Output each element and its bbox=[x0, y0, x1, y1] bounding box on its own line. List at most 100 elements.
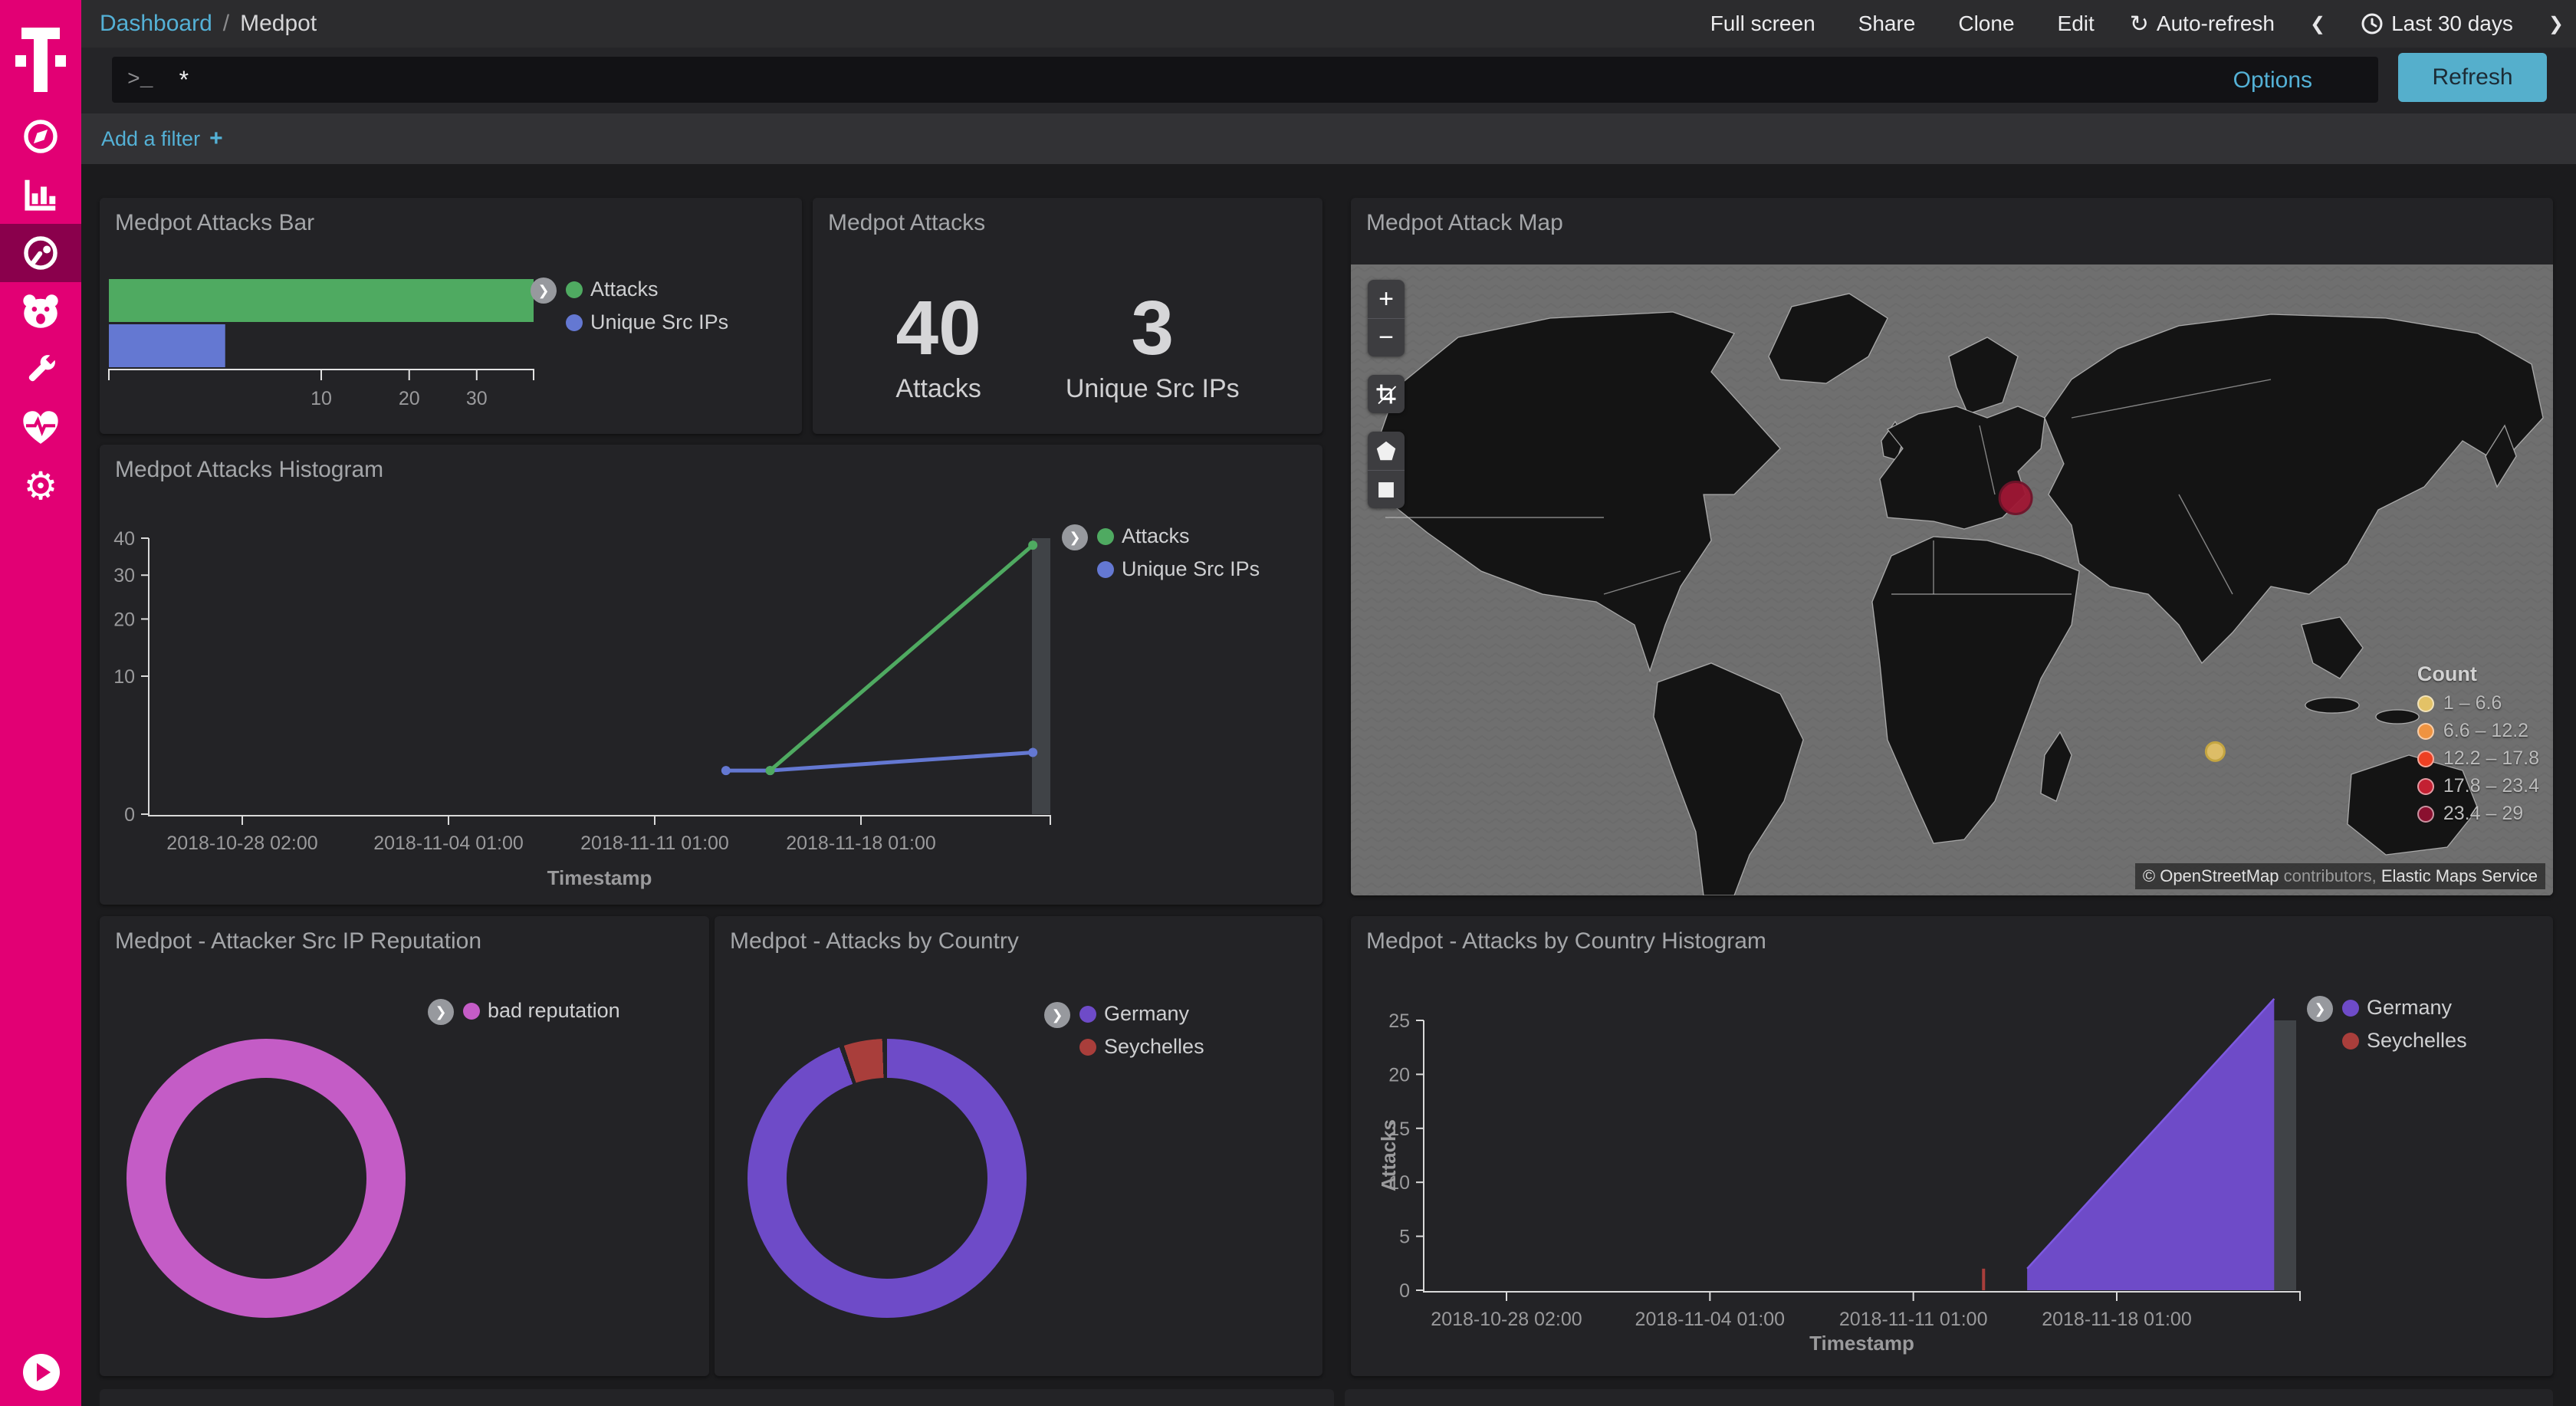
legend: ❯ bad reputation bbox=[428, 999, 620, 1025]
legend-color-dot bbox=[566, 314, 583, 331]
topbar-action-full-screen[interactable]: Full screen bbox=[1710, 11, 1815, 35]
add-filter-link[interactable]: Add a filter + bbox=[101, 126, 223, 151]
rectangle-icon bbox=[1378, 481, 1394, 498]
sidebar-item-management[interactable]: ⚙ bbox=[0, 457, 81, 515]
query-prompt-icon: >_ bbox=[127, 67, 153, 92]
panel-title: Medpot Attacks Bar bbox=[115, 210, 315, 235]
panel-title: Medpot - Attacks by Country Histogram bbox=[1366, 928, 1766, 954]
clock-icon bbox=[2361, 13, 2383, 34]
sidebar-item-devtools[interactable] bbox=[0, 340, 81, 399]
map-legend-dot bbox=[2417, 805, 2434, 823]
sidebar-item-dashboard[interactable] bbox=[0, 224, 81, 282]
legend-item[interactable]: Seychelles bbox=[2342, 1029, 2467, 1053]
refresh-button[interactable]: Refresh bbox=[2398, 53, 2547, 102]
legend-toggle-button[interactable]: ❯ bbox=[531, 278, 557, 304]
map-controls: + − bbox=[1368, 280, 1405, 508]
legend-item[interactable]: Unique Src IPs bbox=[566, 310, 728, 334]
country-borders bbox=[1385, 379, 2272, 595]
attack-markers bbox=[1998, 481, 2226, 762]
polygon-icon bbox=[1376, 441, 1396, 461]
query-options-link[interactable]: Options bbox=[2233, 67, 2312, 93]
svg-text:10: 10 bbox=[310, 388, 332, 409]
topbar-action-clone[interactable]: Clone bbox=[1958, 11, 2015, 35]
panel-attack-map: Medpot Attack Map bbox=[1351, 198, 2553, 895]
panel-src-ip-reputation: Medpot - Attacker Src IP Reputation ❯ ba… bbox=[100, 916, 709, 1376]
compass-icon bbox=[24, 120, 58, 153]
panel-attacks-metric: Medpot Attacks 40 Attacks 3 Unique Src IPs bbox=[813, 198, 1322, 434]
topbar-action-edit[interactable]: Edit bbox=[2057, 11, 2095, 35]
telekom-t-logo[interactable] bbox=[15, 28, 66, 92]
search-input[interactable]: >_ * bbox=[112, 57, 2378, 103]
panel-title: Medpot Attacks Histogram bbox=[115, 457, 384, 482]
legend-toggle-button[interactable]: ❯ bbox=[1044, 1002, 1070, 1028]
svg-text:10: 10 bbox=[1388, 1172, 1410, 1194]
map-legend-item: 1 – 6.6 bbox=[2417, 692, 2539, 714]
legend-label: bad reputation bbox=[488, 999, 620, 1022]
play-icon bbox=[37, 1363, 51, 1381]
attacks-bar-chart: 10 20 30 bbox=[108, 279, 534, 409]
map-legend-dot bbox=[2417, 695, 2434, 712]
map-draw-polygon-button[interactable] bbox=[1368, 432, 1405, 470]
legend-item[interactable]: Germany bbox=[1079, 1002, 1204, 1026]
sidebar-item-monitoring[interactable] bbox=[0, 399, 81, 457]
continents bbox=[1369, 293, 2544, 895]
legend-color-dot bbox=[463, 1002, 480, 1020]
sidebar-item-discover[interactable] bbox=[0, 107, 81, 166]
svg-text:10: 10 bbox=[113, 666, 135, 688]
time-prev-button[interactable]: ❮ bbox=[2310, 13, 2326, 34]
topbar-action-group: Full screen Share Clone Edit bbox=[1710, 11, 2095, 36]
metric: 3 Unique Src IPs bbox=[1066, 290, 1240, 404]
country-donut-chart[interactable] bbox=[748, 1039, 1027, 1318]
legend-item[interactable]: Seychelles bbox=[1079, 1035, 1204, 1059]
topbar-action-share[interactable]: Share bbox=[1858, 11, 1916, 35]
legend: ❯ Germany Seychelles bbox=[2307, 996, 2467, 1053]
svg-text:5: 5 bbox=[1399, 1227, 1410, 1248]
legend-item[interactable]: Unique Src IPs bbox=[1097, 557, 1260, 581]
legend-item[interactable]: Germany bbox=[2342, 996, 2467, 1020]
map-legend-label: 23.4 – 29 bbox=[2443, 803, 2524, 824]
legend-item[interactable]: Attacks bbox=[1097, 524, 1260, 548]
breadcrumb: Dashboard / Medpot bbox=[100, 0, 317, 48]
wrench-icon bbox=[28, 353, 58, 382]
reputation-donut-chart[interactable] bbox=[127, 1039, 406, 1318]
legend-label: Attacks bbox=[590, 278, 659, 301]
sidebar-expand-button[interactable] bbox=[23, 1354, 60, 1391]
auto-refresh-button[interactable]: ↻ Auto-refresh bbox=[2129, 11, 2275, 37]
breadcrumb-separator: / bbox=[222, 11, 230, 36]
panel-title: Medpot Attack Map bbox=[1366, 210, 1563, 235]
sidebar-item-visualize[interactable] bbox=[0, 166, 81, 224]
bar-chart-icon bbox=[25, 179, 56, 211]
legend-color-dot bbox=[566, 281, 583, 298]
legend-label: Germany bbox=[1104, 1002, 1190, 1025]
time-next-button[interactable]: ❯ bbox=[2548, 13, 2564, 34]
sidebar-item-tpot[interactable] bbox=[0, 282, 81, 340]
breadcrumb-current: Medpot bbox=[240, 11, 317, 36]
metric-label: Attacks bbox=[895, 374, 981, 403]
map-legend-label: 1 – 6.6 bbox=[2443, 692, 2502, 714]
legend-color-dot bbox=[1097, 527, 1114, 545]
map-legend-item: 23.4 – 29 bbox=[2417, 803, 2539, 825]
world-map[interactable]: + − bbox=[1351, 264, 2553, 895]
legend-item[interactable]: Attacks bbox=[566, 278, 728, 301]
panel-partial-bottom-left bbox=[100, 1389, 1334, 1406]
legend-item[interactable]: bad reputation bbox=[463, 999, 620, 1023]
legend-label: Seychelles bbox=[1104, 1035, 1204, 1058]
metric-label: Unique Src IPs bbox=[1065, 374, 1240, 403]
panel-attacks-bar: Medpot Attacks Bar 10 20 30 ❯ Attacks Uniqu… bbox=[100, 198, 802, 434]
legend-color-dot bbox=[1079, 1038, 1096, 1056]
legend-toggle-button[interactable]: ❯ bbox=[2307, 996, 2333, 1022]
map-draw-rectangle-button[interactable] bbox=[1368, 470, 1405, 508]
gear-icon: ⚙ bbox=[23, 465, 58, 508]
legend-label: Unique Src IPs bbox=[1122, 557, 1260, 580]
map-fit-bounds-button[interactable] bbox=[1368, 375, 1405, 413]
map-zoom-in-button[interactable]: + bbox=[1378, 284, 1394, 314]
panel-title: Medpot Attacks bbox=[828, 210, 986, 235]
legend-toggle-button[interactable]: ❯ bbox=[428, 999, 454, 1025]
time-range-button[interactable]: Last 30 days bbox=[2361, 11, 2513, 36]
legend-toggle-button[interactable]: ❯ bbox=[1062, 524, 1088, 550]
map-legend-label: 6.6 – 12.2 bbox=[2443, 720, 2529, 741]
metric: 40 Attacks bbox=[895, 290, 981, 404]
map-zoom-out-button[interactable]: − bbox=[1368, 318, 1405, 356]
breadcrumb-dashboard-link[interactable]: Dashboard bbox=[100, 11, 212, 36]
